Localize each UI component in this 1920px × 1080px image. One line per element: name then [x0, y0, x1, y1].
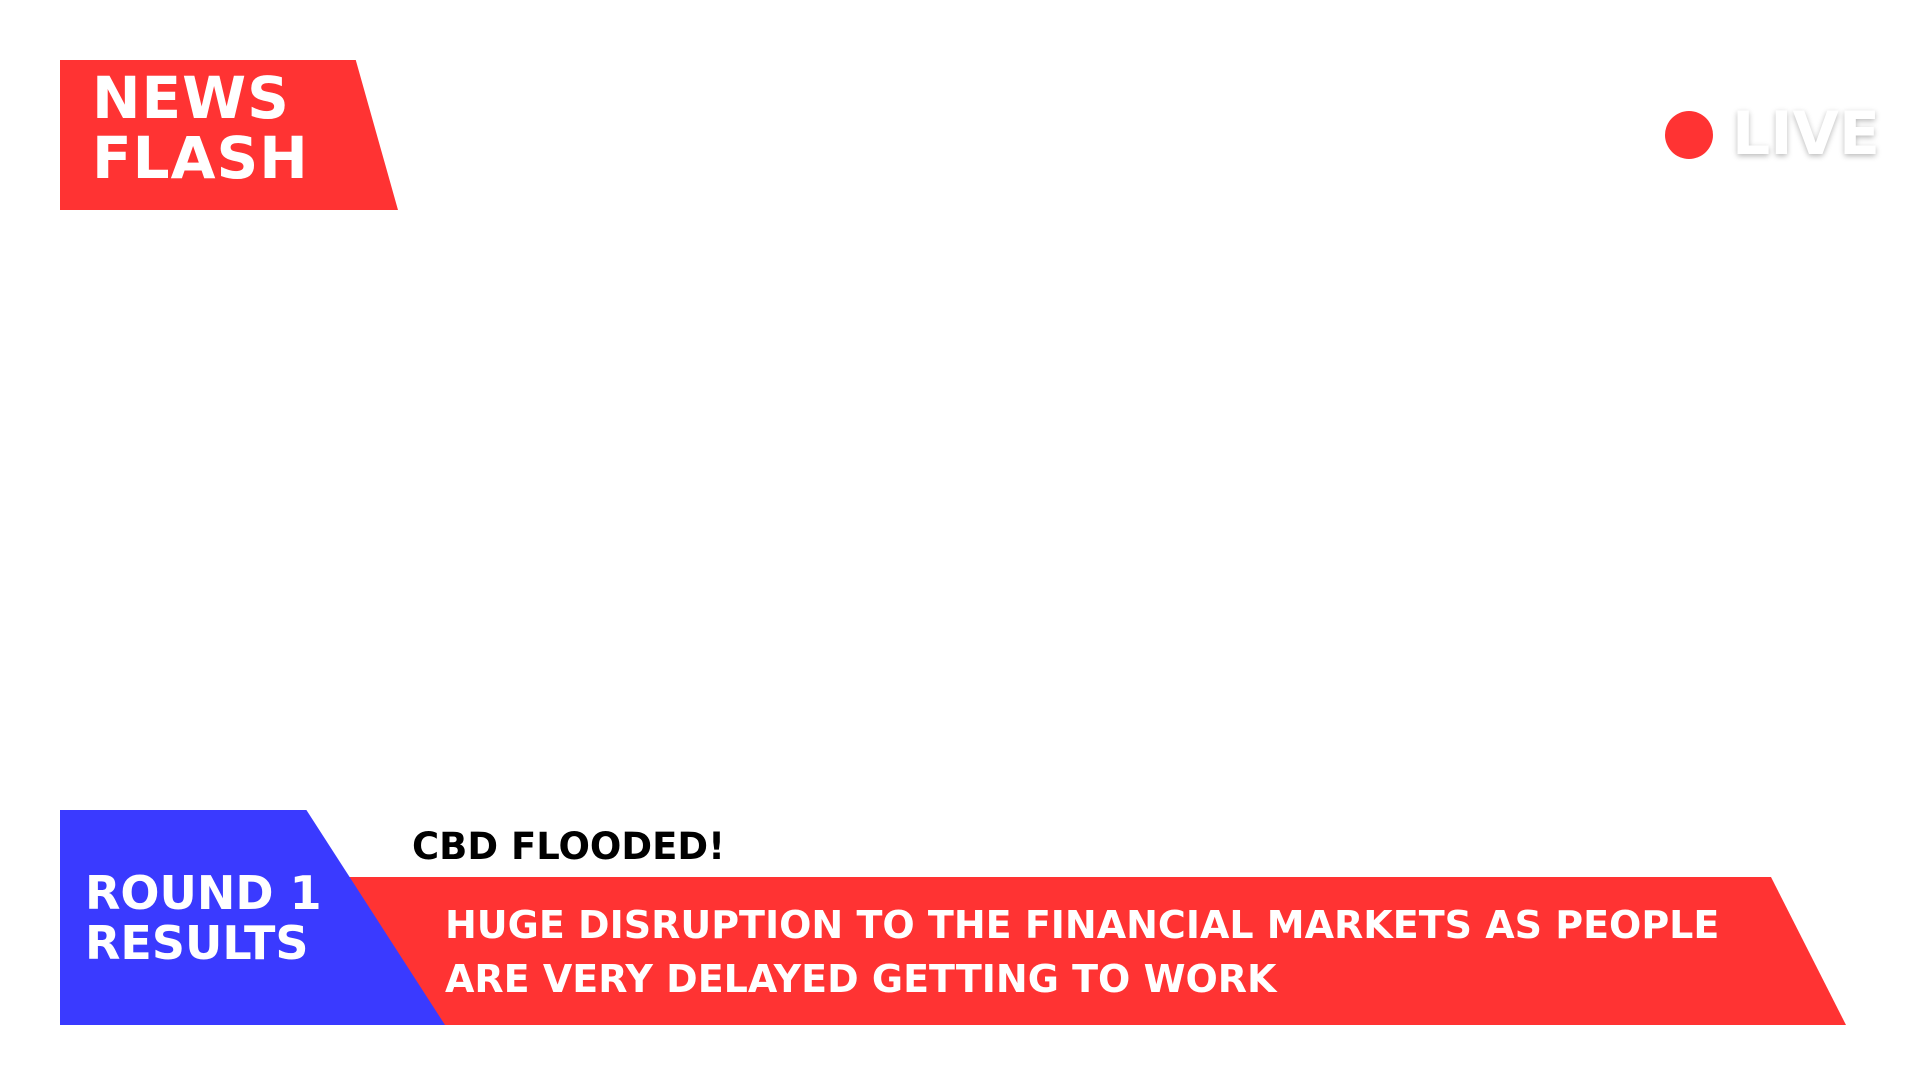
- segment-tag-line-1: ROUND 1: [85, 866, 322, 920]
- live-label: LIVE: [1732, 99, 1880, 169]
- news-flash-line-2: FLASH: [92, 124, 309, 192]
- headline-bar: [350, 812, 1695, 882]
- news-flash-title: NEWS FLASH: [92, 68, 309, 188]
- segment-tag-label: ROUND 1 RESULTS: [85, 868, 322, 968]
- news-flash-badge: [60, 60, 398, 210]
- segment-tag-line-2: RESULTS: [85, 916, 309, 970]
- news-flash-line-1: NEWS: [92, 64, 290, 132]
- ticker-text: HUGE DISRUPTION TO THE FINANCIAL MARKETS…: [445, 898, 1775, 1006]
- ticker-line-2: ARE VERY DELAYED GETTING TO WORK: [445, 957, 1277, 1001]
- live-dot-icon: [1665, 111, 1713, 159]
- ticker-line-1: HUGE DISRUPTION TO THE FINANCIAL MARKETS…: [445, 903, 1720, 947]
- headline-text: CBD FLOODED!: [412, 825, 725, 868]
